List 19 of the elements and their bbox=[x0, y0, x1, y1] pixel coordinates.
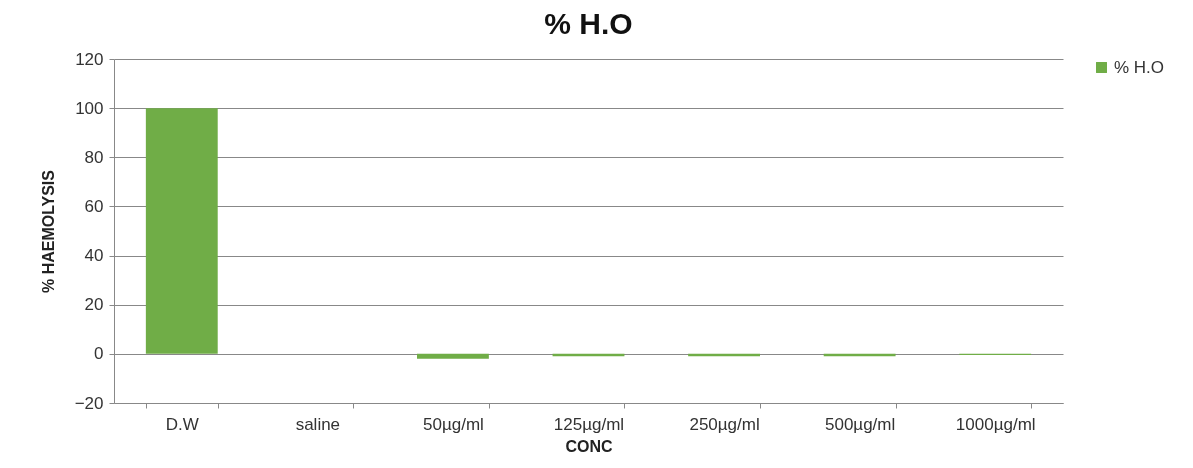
x-tick-label: 250µg/ml bbox=[689, 414, 760, 434]
y-tick-label: −20 bbox=[74, 393, 104, 413]
legend-label: % H.O bbox=[1114, 57, 1165, 77]
x-tick-label: saline bbox=[295, 414, 341, 434]
y-tick-label: 120 bbox=[75, 49, 104, 69]
y-tick-label: 40 bbox=[84, 246, 104, 266]
chart-title: % H.O bbox=[544, 7, 633, 40]
y-tick-label: 20 bbox=[84, 295, 104, 315]
y-tick-label: 100 bbox=[75, 98, 104, 118]
y-tick-label: 60 bbox=[84, 196, 104, 216]
x-tick-label: 500µg/ml bbox=[825, 414, 896, 434]
x-axis-title: CONC bbox=[565, 437, 613, 455]
y-tick-label: 0 bbox=[94, 344, 104, 364]
x-tick-label: 125µg/ml bbox=[553, 414, 625, 434]
x-tick-label: 50µg/ml bbox=[423, 414, 484, 434]
x-tick-label: 1000µg/ml bbox=[955, 414, 1036, 434]
y-axis-title: % HAEMOLYSIS bbox=[39, 169, 57, 293]
x-tick-label: D.W bbox=[165, 414, 199, 434]
y-tick-label: 80 bbox=[84, 147, 104, 167]
